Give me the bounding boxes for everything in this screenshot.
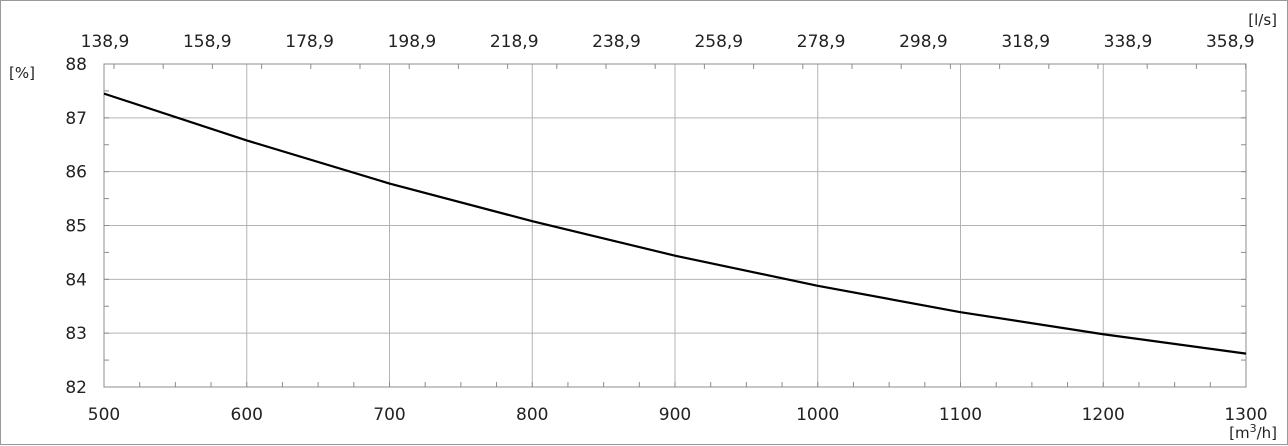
y-tick-label: 87: [65, 109, 87, 129]
y-tick-label: 82: [65, 378, 87, 398]
top-tick-label: 218,9: [490, 32, 539, 52]
x-tick-label: 1300: [1224, 405, 1267, 425]
x-tick-label: 1000: [796, 405, 839, 425]
tick-labels: 500 600 700 800 900 1000 1100 1200 1300 82 83 84 85 8…: [65, 32, 1267, 425]
y-tick-label: 88: [65, 55, 87, 75]
top-tick-label: 238,9: [592, 32, 641, 52]
x-axis-label-tail: /h]: [1257, 424, 1277, 442]
top-tick-label: 338,9: [1104, 32, 1153, 52]
x-tick-label: 1200: [1082, 405, 1125, 425]
x-tick-label: 600: [231, 405, 263, 425]
series-line: [103, 92, 1247, 355]
top-tick-label: 278,9: [797, 32, 846, 52]
x-tick-label: 900: [659, 405, 691, 425]
top-tick-label: 258,9: [694, 32, 743, 52]
top-tick-label: 178,9: [285, 32, 334, 52]
grid: [104, 64, 1246, 387]
top-tick-label: 298,9: [899, 32, 948, 52]
x-tick-label: 500: [88, 405, 120, 425]
top-tick-label: 138,9: [81, 32, 130, 52]
x-axis-label-main: [m: [1229, 424, 1249, 442]
top-axis-label: [l/s]: [1248, 11, 1277, 29]
x-tick-label: 700: [373, 405, 405, 425]
y-tick-label: 84: [65, 270, 87, 290]
top-tick-label: 318,9: [1001, 32, 1050, 52]
y-axis-label: [%]: [9, 64, 35, 82]
plot-area: [103, 63, 1247, 388]
top-tick-label: 158,9: [183, 32, 232, 52]
y-tick-label: 85: [65, 217, 87, 237]
y-tick-label: 86: [65, 163, 87, 183]
x-axis-label-sup: 3: [1250, 422, 1257, 435]
x-tick-label: 800: [516, 405, 548, 425]
top-tick-label: 198,9: [388, 32, 437, 52]
x-tick-label: 1100: [939, 405, 982, 425]
top-tick-label: 358,9: [1206, 32, 1255, 52]
y-tick-label: 83: [65, 324, 87, 344]
x-axis-label: [m3/h]: [1229, 422, 1277, 442]
series-group: [103, 92, 1247, 355]
